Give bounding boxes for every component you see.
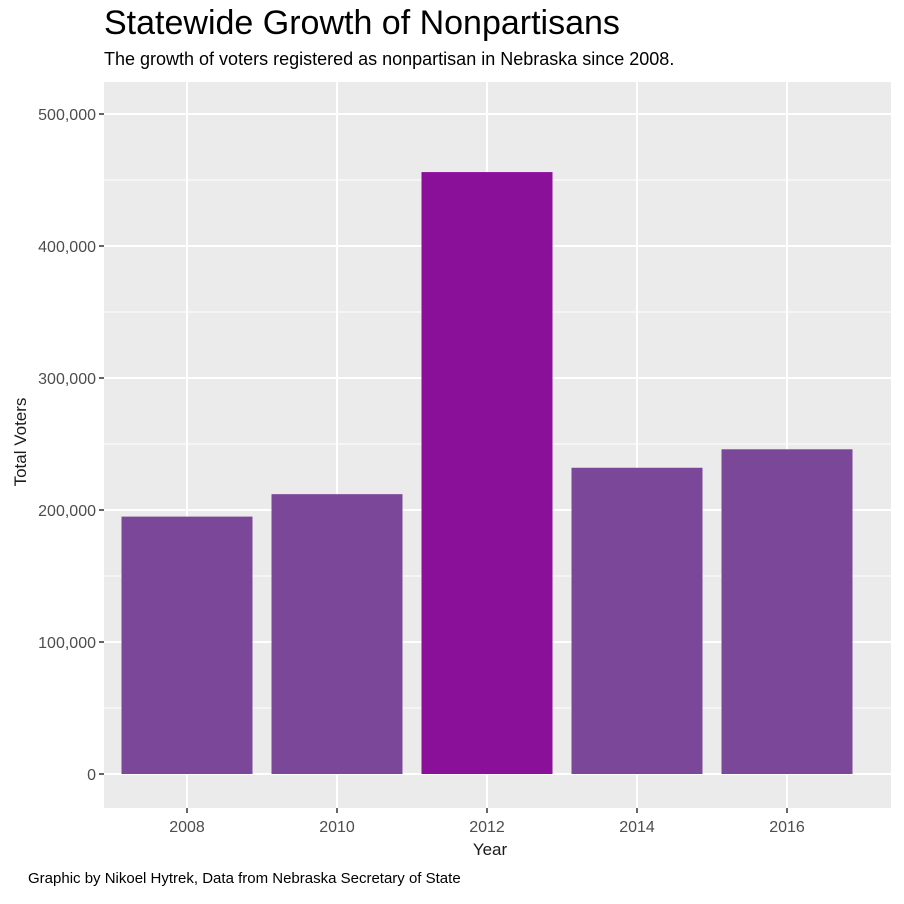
x-tick-label: 2010 bbox=[319, 819, 355, 836]
bars bbox=[121, 172, 853, 774]
x-tick-label: 2014 bbox=[619, 819, 655, 836]
y-tick-label: 300,000 bbox=[38, 371, 96, 388]
chart-caption: Graphic by Nikoel Hytrek, Data from Nebr… bbox=[28, 870, 461, 887]
y-tick-label: 0 bbox=[87, 767, 96, 784]
y-axis-ticks: 0 100,000 200,000 300,000 400,000 500,000 bbox=[38, 107, 104, 784]
x-tick-label: 2016 bbox=[769, 819, 805, 836]
bar-2014 bbox=[571, 467, 703, 774]
y-axis-title: Total Voters bbox=[11, 398, 30, 487]
x-axis-title: Year bbox=[473, 840, 508, 859]
y-tick-label: 100,000 bbox=[38, 635, 96, 652]
y-tick-label: 400,000 bbox=[38, 239, 96, 256]
chart-title: Statewide Growth of Nonpartisans bbox=[104, 4, 620, 42]
x-axis-ticks: 2008 2010 2012 2014 2016 bbox=[169, 808, 805, 836]
x-tick-label: 2012 bbox=[469, 819, 505, 836]
bar-2016 bbox=[721, 449, 853, 774]
y-tick-label: 500,000 bbox=[38, 107, 96, 124]
bar-2008 bbox=[121, 516, 253, 774]
x-tick-label: 2008 bbox=[169, 819, 205, 836]
bar-2012 bbox=[421, 172, 553, 774]
bar-2010 bbox=[271, 494, 403, 774]
chart-subtitle: The growth of voters registered as nonpa… bbox=[104, 49, 675, 69]
y-tick-label: 200,000 bbox=[38, 503, 96, 520]
